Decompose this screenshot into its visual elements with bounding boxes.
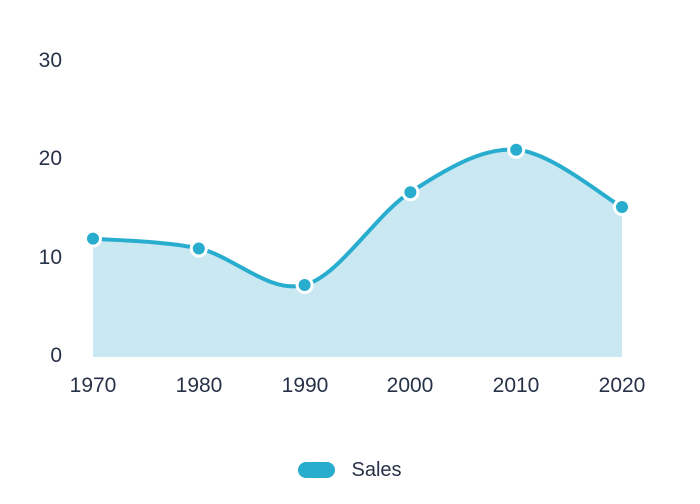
legend-series-label: Sales xyxy=(351,459,402,481)
data-point-2000[interactable] xyxy=(401,183,420,202)
data-point-2020[interactable] xyxy=(613,198,631,217)
data-point-1970[interactable] xyxy=(84,229,102,248)
area-fill-path xyxy=(93,149,622,357)
data-point-2010[interactable] xyxy=(507,140,526,159)
legend-series-marker[interactable] xyxy=(298,462,336,478)
y-axis-tick-0: 0 xyxy=(50,344,62,367)
x-axis-tick-1970: 1970 xyxy=(69,374,117,397)
x-axis-tick-2000: 2000 xyxy=(386,374,434,397)
x-axis-tick-2020: 2020 xyxy=(598,374,646,397)
y-axis-tick-20: 20 xyxy=(38,147,62,170)
x-axis-tick-1990: 1990 xyxy=(281,374,329,397)
x-axis-tick-2010: 2010 xyxy=(492,374,540,397)
data-point-1990[interactable] xyxy=(295,275,314,294)
data-point-1980[interactable] xyxy=(189,239,208,258)
x-axis-tick-1980: 1980 xyxy=(175,374,223,397)
data-point-markers[interactable] xyxy=(84,140,631,294)
y-axis-tick-30: 30 xyxy=(38,49,62,72)
y-axis-tick-10: 10 xyxy=(38,246,62,269)
legend[interactable]: Sales xyxy=(0,458,700,482)
